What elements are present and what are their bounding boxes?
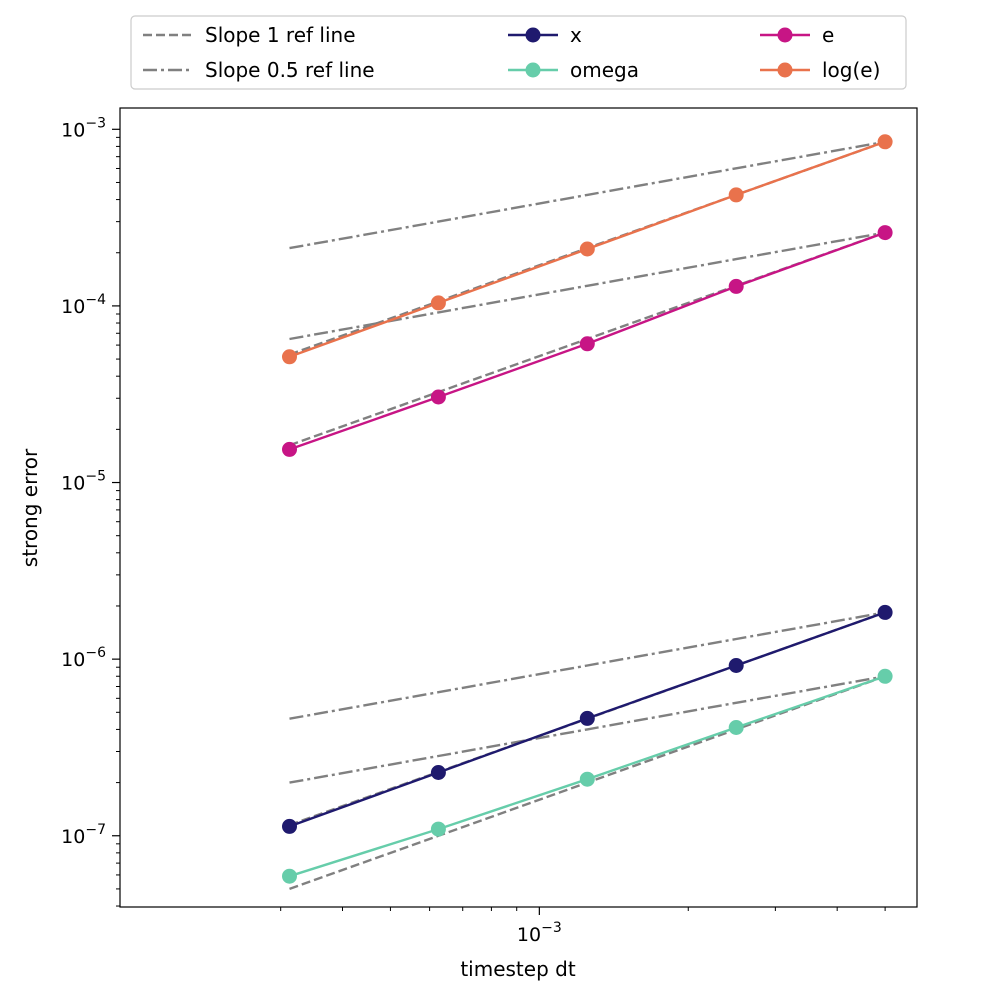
y-tick-label-exponent: −3 (85, 115, 106, 131)
legend-label-log-e-: log(e) (822, 58, 880, 82)
x-tick-label-exponent: −3 (541, 920, 562, 936)
x-tick-label: 10−3 (517, 920, 562, 946)
data-point-e (579, 336, 595, 352)
y-tick-label-exponent: −5 (85, 469, 106, 485)
y-tick-label-base: 10 (61, 296, 85, 318)
x-tick-label-base: 10 (517, 924, 541, 946)
legend-box (130, 15, 907, 90)
slope-0.5-ref-line (289, 140, 886, 250)
axis-ticks: 10−710−610−510−410−310−3 (61, 115, 886, 946)
plot-area-background (120, 108, 917, 907)
slope-0.5-ref-line (289, 611, 886, 720)
data-point-log-e- (877, 134, 893, 150)
data-point-log-e- (728, 187, 744, 203)
data-point-x (282, 818, 297, 834)
data-point-log-e- (282, 349, 297, 365)
legend-marker-e (777, 27, 793, 43)
slope-0.5-ref-line (289, 675, 886, 784)
data-point-x (430, 765, 446, 780)
data-point-e (728, 278, 744, 294)
legend-marker-log-e- (777, 62, 793, 78)
legend-marker-x (525, 27, 541, 43)
axes-frame (119, 107, 918, 908)
y-tick-label-exponent: −4 (85, 292, 106, 308)
data-point-e (430, 389, 446, 405)
y-axis-label: strong error (18, 448, 42, 567)
data-point-omega (579, 771, 595, 787)
y-tick-label-exponent: −7 (85, 822, 106, 838)
x-axis-label: timestep dt (460, 957, 576, 981)
y-tick-label-base: 10 (61, 473, 85, 495)
y-tick-label-base: 10 (61, 119, 85, 141)
data-point-x (877, 604, 893, 620)
data-point-omega (430, 821, 446, 837)
data-point-omega (728, 720, 744, 735)
legend-label-omega: omega (570, 58, 639, 82)
data-point-log-e- (430, 295, 446, 311)
data-point-log-e- (579, 241, 595, 257)
legend-label-x: x (570, 23, 582, 47)
legend-label-slope-1-ref-line: Slope 1 ref line (205, 23, 356, 47)
data-point-omega (282, 868, 297, 884)
data-point-omega (877, 668, 893, 684)
data-point-x (579, 710, 595, 726)
data-point-e (282, 441, 297, 457)
data-point-x (728, 658, 744, 673)
y-tick-label: 10−3 (61, 115, 106, 141)
y-tick-label-exponent: −6 (85, 645, 106, 661)
legend-marker-omega (525, 62, 541, 78)
legend-label-e: e (822, 23, 834, 47)
y-tick-label: 10−7 (61, 822, 106, 848)
legend-label-slope-0-5-ref-line: Slope 0.5 ref line (205, 58, 375, 82)
y-tick-label: 10−4 (61, 292, 106, 318)
data-point-e (877, 225, 893, 241)
data-series (282, 134, 893, 884)
legend: Slope 1 ref line Slope 0.5 ref line x omega… (130, 15, 907, 90)
y-tick-label-base: 10 (61, 649, 85, 671)
y-tick-label-base: 10 (61, 826, 85, 848)
y-tick-label: 10−5 (61, 469, 106, 495)
y-tick-label: 10−6 (61, 645, 106, 671)
